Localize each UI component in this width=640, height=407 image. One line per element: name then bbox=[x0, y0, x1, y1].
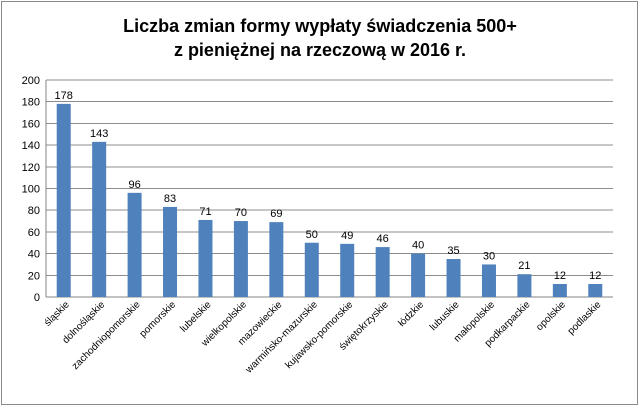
data-label: 35 bbox=[447, 245, 459, 257]
bar bbox=[340, 243, 355, 297]
y-tick-label: 160 bbox=[22, 118, 40, 130]
bar bbox=[233, 221, 248, 297]
data-label: 178 bbox=[55, 90, 73, 102]
bar bbox=[552, 283, 567, 297]
data-label: 143 bbox=[90, 128, 108, 140]
y-tick-label: 40 bbox=[28, 249, 40, 261]
chart-title-line-2: z pieniężnej na rzeczową w 2016 r. bbox=[173, 40, 467, 60]
bar bbox=[588, 283, 603, 297]
bar bbox=[198, 219, 213, 297]
bar bbox=[92, 141, 107, 297]
y-tick-label: 60 bbox=[28, 227, 40, 239]
chart-title-line-1: Liczba zmian formy wypłaty świadczenia 5… bbox=[123, 16, 517, 36]
bar bbox=[127, 192, 142, 297]
y-tick-label: 180 bbox=[22, 97, 40, 109]
y-tick-label: 200 bbox=[22, 75, 40, 87]
x-tick-label: lubelskie bbox=[178, 299, 214, 335]
x-tick-label: lubuskie bbox=[428, 299, 462, 333]
x-tick-label: opolskie bbox=[534, 299, 568, 333]
y-tick-label: 140 bbox=[22, 140, 40, 152]
y-tick-label: 80 bbox=[28, 205, 40, 217]
bar bbox=[304, 242, 319, 297]
data-label: 46 bbox=[377, 233, 389, 245]
bar bbox=[163, 206, 178, 297]
y-tick-label: 120 bbox=[22, 162, 40, 174]
y-tick-label: 100 bbox=[22, 184, 40, 196]
data-label: 12 bbox=[589, 270, 601, 282]
data-label: 49 bbox=[341, 230, 353, 242]
data-label: 83 bbox=[164, 193, 176, 205]
data-label: 40 bbox=[412, 240, 424, 252]
data-label: 96 bbox=[128, 179, 140, 191]
data-label: 70 bbox=[235, 207, 247, 219]
x-tick-label: podlaskie bbox=[566, 299, 604, 337]
data-label: 21 bbox=[518, 260, 530, 272]
x-tick-label: kujawsko-pomorskie bbox=[284, 299, 356, 371]
y-tick-label: 20 bbox=[28, 270, 40, 282]
bar bbox=[411, 253, 426, 297]
bar bbox=[56, 103, 71, 298]
data-label: 71 bbox=[199, 206, 211, 218]
bar bbox=[269, 222, 284, 297]
data-label: 50 bbox=[306, 229, 318, 241]
bar bbox=[375, 247, 390, 297]
data-label: 12 bbox=[554, 270, 566, 282]
x-tick-label: łódzkie bbox=[396, 299, 426, 329]
bar bbox=[446, 259, 461, 297]
bar bbox=[481, 264, 496, 297]
y-tick-label: 0 bbox=[34, 292, 40, 304]
data-label: 69 bbox=[270, 208, 282, 220]
x-tick-label: śląskie bbox=[42, 299, 72, 329]
x-tick-label: pomorskie bbox=[138, 299, 179, 340]
data-label: 30 bbox=[483, 250, 495, 262]
bar bbox=[517, 274, 532, 297]
x-tick-label: zachodniopomorskie bbox=[70, 299, 143, 372]
chart-title: Liczba zmian formy wypłaty świadczenia 5… bbox=[0, 14, 640, 62]
